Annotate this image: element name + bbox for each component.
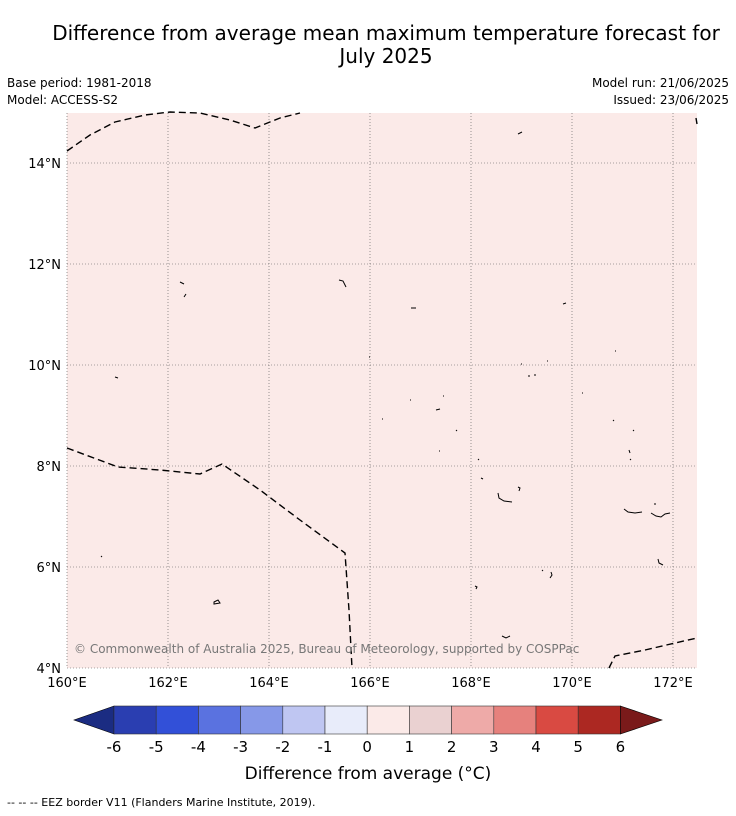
island [623,508,643,514]
title-line-2: July 2025 [339,44,433,68]
colorbar-tick-label: 0 [362,738,372,756]
island [338,279,347,288]
colorbar-tick-label: -2 [275,738,290,756]
map-title: Difference from average mean maximum tem… [0,22,736,68]
colorbar-tick-label: 1 [405,738,415,756]
islands [100,131,671,639]
graticule [66,113,697,669]
colorbar-tick-label: -4 [191,738,206,756]
latitude-tick-label: 14°N [28,157,61,172]
island [179,281,185,285]
island [474,585,478,590]
island [650,512,671,518]
longitude-tick-label: 164°E [249,676,289,691]
colorbar-segment [409,705,452,735]
copyright-notice: © Commonwealth of Australia 2025, Bureau… [74,642,579,656]
colorbar-segment [155,705,199,735]
colorbar-tick-label: -5 [149,738,164,756]
latitude-tick-label: 8°N [37,460,62,475]
island [477,458,480,461]
island [114,376,119,379]
colorbar-segment [282,705,326,735]
issued-date: Issued: 23/06/2025 [613,93,729,107]
island [501,635,511,639]
longitude-tick-label: 168°E [451,676,491,691]
colorbar-tick-label: -6 [107,738,122,756]
colorbar-tick-label: 6 [616,738,626,756]
island [528,374,536,377]
longitude-tick-label: 162°E [148,676,188,691]
island [612,419,615,422]
eez-border [608,637,698,669]
island [455,429,458,432]
island [100,555,103,558]
colorbar-segment [324,705,368,735]
island [517,131,523,135]
colorbar-tick-label: 2 [447,738,457,756]
latitude-tick-label: 10°N [28,359,61,374]
island [541,569,544,572]
island [213,599,221,605]
eez-borders [66,111,698,669]
longitude-tick-label: 160°E [47,676,87,691]
island [628,449,632,461]
map-background [67,113,697,668]
island [562,302,567,305]
colorbar-segment [198,705,241,735]
colorbar-over-arrow [620,705,663,735]
latitude-tick-label: 4°N [37,662,62,677]
model-name: Model: ACCESS-S2 [7,93,119,107]
colorbar-segment [451,705,495,735]
colorbar-segment [240,705,284,735]
colorbar-segment [366,705,410,735]
island [517,486,521,492]
colorbar-tick-label: -1 [318,738,333,756]
meta-left: Base period: 1981-2018 Model: ACCESS-S2 [7,75,152,109]
island [632,429,635,432]
latitude-tick-label: 12°N [28,258,61,273]
base-period: Base period: 1981-2018 [7,76,152,90]
island [480,477,484,480]
colorbar-segment [577,705,621,735]
colorbar-tick-label: 4 [531,738,541,756]
footer-note: -- -- -- EEZ border V11 (Flanders Marine… [7,796,316,809]
eez-border [66,111,301,152]
colorbar-tick-label: -3 [233,738,248,756]
eez-border [695,117,698,125]
longitude-tick-label: 170°E [552,676,592,691]
colorbar-label: Difference from average (°C) [244,764,492,784]
island [549,571,553,579]
eez-border [66,447,353,669]
longitude-tick-label: 172°E [653,676,693,691]
colorbar-segment [113,705,157,735]
island [497,492,513,503]
title-line-1: Difference from average mean maximum tem… [52,21,720,45]
longitude-ticks: 160°E 162°E 164°E 166°E 168°E 170°E 172°E [47,676,693,691]
colorbar-tick-label: 5 [573,738,583,756]
colorbar-segment [493,705,537,735]
colorbar: -6 -5 -4 -3 -2 -1 0 1 2 3 4 5 6 [73,705,663,756]
island [657,558,664,566]
island [435,408,441,411]
model-run: Model run: 21/06/2025 [591,76,729,90]
latitude-ticks: 14°N 12°N 10°N 8°N 6°N 4°N [28,157,61,677]
island [183,293,187,298]
colorbar-under-arrow [73,705,115,735]
meta-right: Model run: 21/06/2025 Issued: 23/06/2025 [592,75,729,109]
colorbar-segment [535,705,579,735]
latitude-tick-label: 6°N [37,561,62,576]
colorbar-tick-label: 3 [489,738,499,756]
longitude-tick-label: 166°E [350,676,390,691]
